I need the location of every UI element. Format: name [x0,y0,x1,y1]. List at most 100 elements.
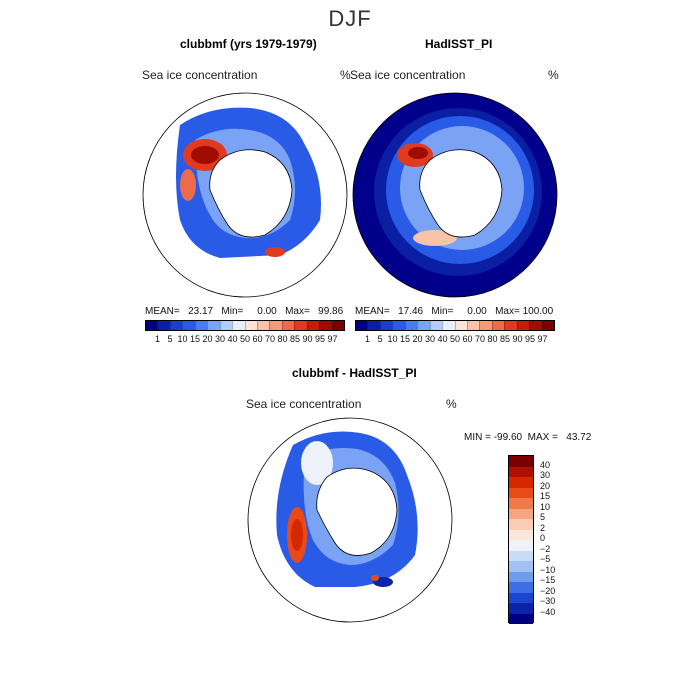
panel2-colorbar [355,320,555,331]
panel1-colorbar-tick-label: 90 [302,334,313,344]
panel3-colorbar-swatch [509,487,533,498]
panel3-colorbar-tick-label: 10 [540,501,551,512]
panel1-colorbar-swatch [232,321,245,330]
season-title: DJF [328,6,372,31]
panel2-map [352,92,558,298]
panel3-colorbar-tick-label: −10 [540,564,556,575]
panel2-colorbar-tick-label: 60 [462,334,473,344]
panel1-colorbar-swatch [157,321,170,330]
panel1-stats: MEAN= 23.17 Min= 0.00 Max= 99.86 [145,306,344,317]
panel1-unit: % [340,68,351,82]
panel3-colorbar-tick-label: −5 [540,554,551,564]
panel1-colorbar-swatch [219,321,233,330]
panel1-variable: Sea ice concentration [142,68,258,82]
panel3-colorbar-swatch [509,603,533,614]
panel3-colorbar-swatch [509,466,533,477]
panel3-colorbar-swatch [509,561,533,572]
panel1-colorbar-tick-label: 85 [289,334,300,344]
panel2-colorbar-swatch [404,321,418,330]
panel3-colorbar-tick-label: −30 [540,596,556,606]
panel3-colorbar-tick-label: 15 [540,491,551,501]
panel3-map [247,417,453,623]
panel1-colorbar-swatch [244,321,257,330]
panel3-colorbar-ticks: 40 30 20 15 10 5 2 0 −2 −5 −10 −15 −20 −30 −40 [540,455,580,623]
panel1-colorbar-tick-label: 5 [167,334,173,344]
panel2-colorbar-tick-label: 15 [399,334,410,344]
panel1-colorbar-tick-label: 30 [214,334,225,344]
panel1-colorbar-swatch [256,321,270,330]
panel2-ice-field [374,108,542,276]
panel3-colorbar-swatch [509,550,533,561]
panel2-colorbar-tick-label: 95 [524,334,535,344]
panel3-colorbar-tick-label: −15 [540,575,556,585]
panel2-stats: MEAN= 17.46 Min= 0.00 Max= 100.00 [355,306,554,317]
panel1-colorbar-tick-label: 40 [227,334,238,344]
panel3-unit: % [446,397,457,411]
panel1-colorbar-tick-label: 95 [314,334,325,344]
panel1-colorbar-swatch [182,321,195,330]
panel3-title: clubbmf - HadISST_PI [292,366,417,380]
panel3-colorbar-swatch [509,456,533,467]
panel2-colorbar-tick-label: 30 [424,334,435,344]
panel2-colorbar-ticks: 1 5 10 15 20 30 40 50 60 70 80 85 90 95 97 [355,334,561,344]
panel2-colorbar-tick-label: 70 [474,334,485,344]
panel2-colorbar-swatch [417,321,430,330]
panel2-colorbar-swatch [454,321,467,330]
panel1-colorbar-swatch [269,321,282,330]
panel2-colorbar-swatch [442,321,455,330]
panel1-colorbar-tick-label: 50 [239,334,250,344]
panel3-colorbar-swatch [509,477,533,488]
panel2-colorbar-swatch [466,321,480,330]
panel2-colorbar-swatch [504,321,517,330]
panel2-colorbar-tick-label: 97 [537,334,548,344]
panel2-colorbar-swatch [356,321,368,330]
panel3-colorbar-swatch [509,571,533,582]
panel1-colorbar-tick-label: 97 [327,334,338,344]
panel3-colorbar-tick-label: −2 [540,543,551,554]
panel1-colorbar-tick-label: 80 [277,334,288,344]
panel1-antarctica [209,149,293,238]
panel1-colorbar-swatch [281,321,295,330]
panel1-colorbar-tick-label: 60 [252,334,263,344]
panel2-colorbar-tick-label: 5 [377,334,383,344]
panel2-colorbar-tick-label: 80 [487,334,498,344]
panel3-colorbar-tick-label: −40 [540,606,556,617]
panel2-antarctica [419,149,503,238]
panel3-colorbar-tick-label: −20 [540,585,556,596]
panel1-colorbar-tick-label: 15 [189,334,200,344]
panel2-colorbar-tick-label: 85 [499,334,510,344]
panel1-colorbar [145,320,345,331]
panel1-colorbar-swatch [194,321,208,330]
panel3-colorbar-swatch [509,519,533,530]
panel3-colorbar-swatch [509,582,533,593]
panel1-colorbar-swatch [306,321,320,330]
panel2-colorbar-swatch [392,321,405,330]
panel1-colorbar-ticks: 1 5 10 15 20 30 40 50 60 70 80 85 90 95 97 [145,334,351,344]
panel3-colorbar-swatch [509,613,533,624]
panel1-colorbar-tick-label: 1 [154,334,160,344]
panel3-colorbar [508,455,534,624]
panel1-colorbar-swatch [294,321,307,330]
panel1-colorbar-tick-label: 20 [202,334,213,344]
panel3-colorbar-tick-label: 2 [540,522,546,533]
panel3-colorbar-tick-label: 0 [540,533,546,543]
panel1-title: clubbmf (yrs 1979-1979) [180,37,317,51]
panel3-colorbar-tick-label: 40 [540,459,551,470]
panel3-stats: MIN = -99.60 MAX = 43.72 [464,432,592,443]
panel3-colorbar-tick-label: 30 [540,470,551,480]
panel3-colorbar-swatch [509,540,533,551]
panel2-unit: % [548,68,559,82]
panel2-colorbar-swatch [529,321,542,330]
panel2-colorbar-swatch [429,321,443,330]
panel2-colorbar-tick-label: 1 [364,334,370,344]
panel2-colorbar-swatch [516,321,530,330]
panel1-colorbar-tick-label: 10 [177,334,188,344]
panel2-colorbar-tick-label: 90 [512,334,523,344]
panel2-colorbar-swatch [367,321,380,330]
panel2-title: HadISST_PI [425,37,493,51]
panel1-colorbar-swatch [169,321,183,330]
panel1-colorbar-swatch [146,321,158,330]
panel1-colorbar-tick-label: 70 [264,334,275,344]
panel2-colorbar-swatch [541,321,554,330]
panel1-colorbar-swatch [207,321,220,330]
